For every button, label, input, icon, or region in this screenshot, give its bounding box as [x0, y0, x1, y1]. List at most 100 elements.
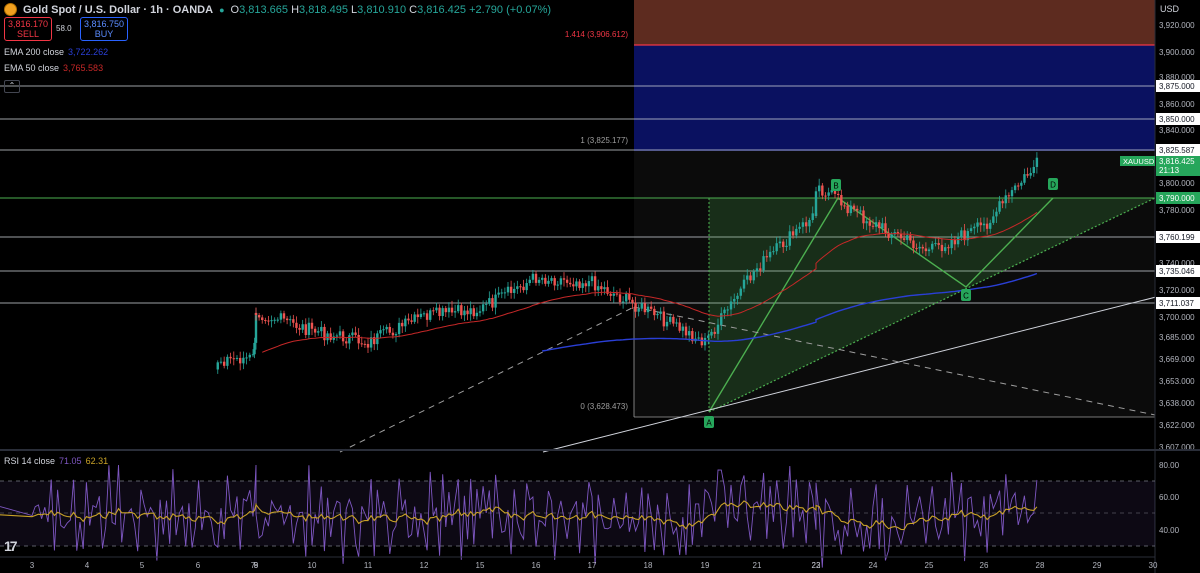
- candle-body: [884, 223, 887, 233]
- candle-body: [242, 357, 245, 364]
- y-tick-label: 3,860.000: [1159, 100, 1195, 109]
- x-tick-label: 21: [753, 561, 762, 570]
- candle-body: [906, 235, 909, 240]
- x-tick-label: 8: [254, 561, 259, 570]
- buy-button[interactable]: 3,816.750 BUY: [80, 17, 128, 41]
- symbol-title[interactable]: Gold Spot / U.S. Dollar · 1h · OANDA: [23, 3, 214, 16]
- candle-body: [572, 284, 575, 287]
- candle-body: [335, 335, 339, 337]
- candle-body: [251, 354, 255, 356]
- candle-body: [229, 356, 232, 359]
- candle-body: [909, 235, 912, 241]
- pattern-point-b: [831, 179, 841, 191]
- candle-body: [782, 241, 785, 248]
- candle-body: [531, 273, 535, 280]
- candle-body: [691, 331, 694, 342]
- candle-body: [716, 324, 720, 334]
- candle-body: [590, 276, 594, 282]
- tradingview-logo-icon[interactable]: 17: [4, 538, 18, 554]
- candle-body: [788, 231, 791, 246]
- currency-label[interactable]: USD: [1160, 4, 1180, 14]
- y-tick-label: 3,607.000: [1159, 443, 1195, 452]
- candle-body: [833, 190, 837, 194]
- candle-body: [453, 311, 457, 313]
- candle-body: [1029, 173, 1032, 176]
- candle-body: [1032, 166, 1035, 174]
- candle-body: [859, 210, 862, 212]
- rsi-legend[interactable]: RSI 14 close 71.05 62.31: [4, 456, 109, 466]
- candle-body: [519, 286, 522, 288]
- candle-body: [640, 303, 643, 309]
- candle-body: [973, 226, 976, 229]
- candle-body: [1035, 157, 1039, 167]
- candle-body: [410, 320, 413, 322]
- candle-body: [631, 299, 634, 303]
- sell-button[interactable]: 3,816.170 SELL: [4, 17, 52, 41]
- candle-body: [969, 228, 973, 232]
- candle-body: [985, 223, 989, 229]
- fib-zone-lower: [634, 151, 1155, 417]
- pattern-point-label: C: [963, 292, 969, 301]
- y-tick-label: 3,622.000: [1159, 421, 1195, 430]
- pattern-point-c: [961, 289, 971, 301]
- rsi-tick-label: 40.00: [1159, 526, 1180, 535]
- x-tick-label: 3: [30, 561, 35, 570]
- candle-body: [1001, 201, 1004, 204]
- candle-body: [257, 315, 261, 318]
- candle-body: [245, 357, 248, 359]
- price-badge-label: 3,825.587: [1159, 146, 1195, 155]
- candle-body: [404, 318, 407, 327]
- chart-header: Gold Spot / U.S. Dollar · 1h · OANDA ● O…: [4, 3, 551, 16]
- candle-body: [401, 322, 404, 327]
- candle-body: [653, 308, 656, 316]
- collapse-legend-button[interactable]: ⌃: [4, 80, 20, 93]
- candle-body: [713, 331, 716, 334]
- candle-body: [216, 362, 219, 370]
- x-tick-label: 5: [140, 561, 145, 570]
- candle-body: [562, 278, 566, 280]
- candle-body: [391, 332, 395, 336]
- candle-body: [852, 205, 856, 209]
- candle-body: [656, 313, 659, 316]
- ema200-legend[interactable]: EMA 200 close 3,722.262: [4, 47, 109, 57]
- candle-body: [292, 319, 295, 323]
- candle-body: [606, 287, 609, 294]
- ema50-legend[interactable]: EMA 50 close 3,765.583: [4, 63, 104, 73]
- pattern-point-a: [704, 416, 714, 428]
- candle-body: [634, 302, 637, 312]
- candle-body: [494, 294, 497, 308]
- x-tick-label: 17: [588, 561, 597, 570]
- candle-body: [726, 309, 729, 311]
- candle-body: [488, 298, 491, 304]
- candle-body: [419, 313, 423, 318]
- candle-body: [729, 301, 733, 310]
- candle-body: [304, 324, 307, 335]
- price-badge: [1156, 231, 1200, 243]
- y-tick-label: 3,685.000: [1159, 333, 1195, 342]
- candle-body: [329, 333, 332, 340]
- candle-body: [407, 318, 410, 321]
- price-badge: [1156, 265, 1200, 277]
- x-tick-label: 11: [364, 561, 373, 570]
- candle-body: [491, 298, 494, 308]
- candle-body: [678, 322, 681, 331]
- candle-body: [824, 195, 827, 197]
- x-tick-label: 24: [869, 561, 878, 570]
- candle-body: [235, 357, 239, 359]
- candle-body: [976, 222, 979, 227]
- candle-body: [450, 307, 454, 313]
- candle-body: [528, 279, 531, 284]
- candle-body: [360, 343, 363, 345]
- candle-body: [587, 281, 591, 287]
- price-badge-label: 3,850.000: [1159, 115, 1195, 124]
- candle-body: [472, 308, 475, 317]
- candle-body: [846, 205, 849, 214]
- last-price-symbol-badge: [1120, 156, 1155, 166]
- x-tick-label: 29: [1093, 561, 1102, 570]
- candle-body: [785, 245, 788, 248]
- candle-body: [254, 312, 258, 316]
- x-tick-label: 4: [85, 561, 90, 570]
- candle-body: [918, 246, 921, 249]
- candle-body: [481, 304, 485, 312]
